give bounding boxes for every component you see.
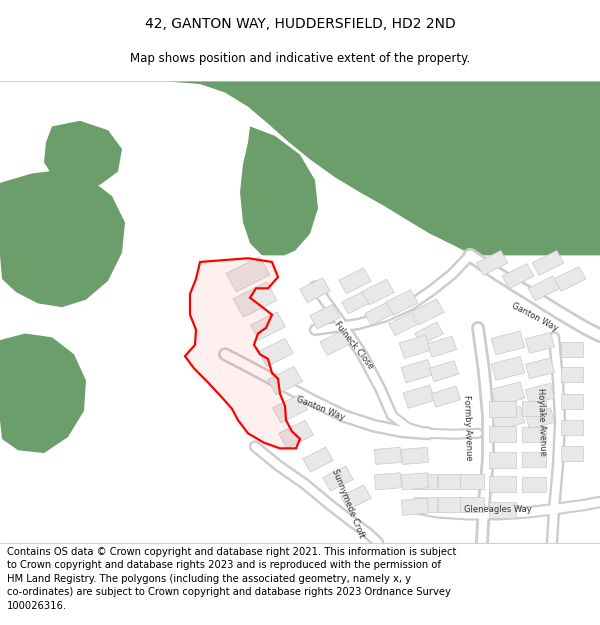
Bar xyxy=(522,401,546,416)
Bar xyxy=(476,251,508,276)
Bar xyxy=(310,304,340,329)
Bar xyxy=(491,406,525,430)
Bar xyxy=(488,452,515,468)
Bar xyxy=(401,472,428,490)
Bar xyxy=(488,501,515,518)
Bar xyxy=(522,477,546,492)
Bar xyxy=(438,474,462,489)
Polygon shape xyxy=(175,256,600,542)
Bar xyxy=(488,426,515,442)
Bar xyxy=(389,312,418,336)
Bar xyxy=(272,395,307,423)
Bar xyxy=(554,266,586,291)
Bar xyxy=(502,264,534,289)
Bar xyxy=(303,448,333,472)
Bar xyxy=(339,268,371,294)
Text: Fulneck Close: Fulneck Close xyxy=(332,319,376,371)
Bar xyxy=(259,338,293,366)
Bar xyxy=(561,420,583,435)
Bar xyxy=(526,332,554,353)
Bar xyxy=(374,448,401,464)
Bar xyxy=(528,276,560,301)
Bar xyxy=(403,385,435,408)
Bar xyxy=(320,331,350,356)
Polygon shape xyxy=(185,258,300,448)
Bar xyxy=(401,448,428,464)
Text: Ganton Way: Ganton Way xyxy=(295,395,346,422)
Bar xyxy=(365,302,394,325)
Bar xyxy=(431,386,461,407)
Text: Ganton Way: Ganton Way xyxy=(510,301,560,332)
Bar xyxy=(532,251,564,276)
Polygon shape xyxy=(240,126,318,258)
Text: Gleneagles Way: Gleneagles Way xyxy=(464,505,532,514)
Bar xyxy=(561,342,583,357)
Bar xyxy=(341,485,371,510)
Polygon shape xyxy=(165,81,600,271)
Bar xyxy=(300,278,330,302)
Bar xyxy=(427,336,457,357)
Text: 42, GANTON WAY, HUDDERSFIELD, HD2 2ND: 42, GANTON WAY, HUDDERSFIELD, HD2 2ND xyxy=(145,18,455,31)
Bar xyxy=(438,498,462,512)
Bar xyxy=(522,427,546,442)
Bar xyxy=(268,366,302,395)
Text: Sunnymede Croft: Sunnymede Croft xyxy=(330,468,366,539)
Bar xyxy=(491,331,525,355)
Bar xyxy=(491,356,525,380)
Bar xyxy=(251,312,286,340)
Bar xyxy=(374,472,401,490)
Bar xyxy=(278,420,313,448)
Text: Formby Avenue: Formby Avenue xyxy=(463,394,473,461)
Bar xyxy=(341,291,370,314)
Bar xyxy=(561,446,583,461)
Text: Hoylake Avenue: Hoylake Avenue xyxy=(536,388,548,456)
Bar xyxy=(561,368,583,382)
Polygon shape xyxy=(0,334,86,453)
Bar xyxy=(488,401,515,417)
Bar xyxy=(491,382,525,406)
Bar xyxy=(526,408,554,429)
Bar xyxy=(522,452,546,468)
Bar xyxy=(526,358,554,379)
Bar xyxy=(399,335,431,358)
Bar xyxy=(401,498,428,515)
Bar xyxy=(430,361,458,382)
Bar xyxy=(460,474,484,489)
Bar xyxy=(323,466,353,491)
Bar xyxy=(233,282,277,317)
Bar xyxy=(412,299,444,325)
Text: Contains OS data © Crown copyright and database right 2021. This information is : Contains OS data © Crown copyright and d… xyxy=(7,547,457,611)
Bar xyxy=(460,498,484,512)
Bar xyxy=(561,394,583,409)
Bar xyxy=(415,322,443,345)
Polygon shape xyxy=(0,170,125,307)
Bar xyxy=(386,289,418,315)
Bar xyxy=(488,476,515,492)
Bar xyxy=(226,257,270,292)
Bar xyxy=(413,498,437,512)
Bar xyxy=(362,279,394,305)
Bar xyxy=(401,359,433,383)
Bar xyxy=(526,383,554,404)
Text: Map shows position and indicative extent of the property.: Map shows position and indicative extent… xyxy=(130,52,470,65)
Polygon shape xyxy=(44,121,122,189)
Bar xyxy=(413,474,437,489)
